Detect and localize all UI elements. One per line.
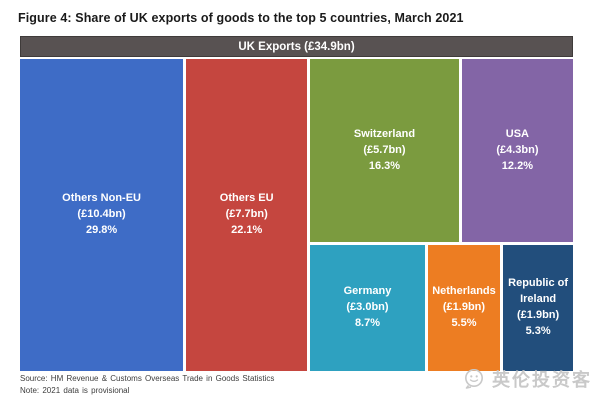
treemap-chart: UK Exports (£34.9bn) Others Non-EU (£10.… (20, 36, 574, 371)
segment-label: Switzerland (£5.7bn) 16.3% (350, 127, 419, 175)
chart-title: Figure 4: Share of UK exports of goods t… (18, 11, 464, 25)
segment-value: (£3.0bn) (346, 301, 389, 314)
segment-label: Republic of Ireland (£1.9bn) 5.3% (503, 276, 573, 340)
segment-percent: 5.3% (525, 325, 551, 338)
watermark: 英伦投资客 (463, 366, 592, 392)
segment-name: Netherlands (432, 285, 496, 298)
segment-value: (£1.9bn) (517, 309, 560, 322)
segment-percent: 12.2% (501, 159, 533, 172)
segment-label: Germany (£3.0bn) 8.7% (340, 284, 396, 332)
source-note: Source: HM Revenue & Customs Overseas Tr… (20, 374, 275, 383)
treemap-cell-others-eu: Others EU (£7.7bn) 22.1% (186, 59, 308, 371)
treemap-right-section: Switzerland (£5.7bn) 16.3% USA (£4.3bn) … (310, 59, 574, 371)
segment-value: (£4.3bn) (496, 143, 539, 156)
segment-name: Republic of Ireland (508, 277, 569, 306)
treemap-root-header: UK Exports (£34.9bn) (20, 36, 573, 57)
treemap-cell-germany: Germany (£3.0bn) 8.7% (310, 245, 425, 371)
segment-label: Others EU (£7.7bn) 22.1% (216, 191, 278, 239)
treemap-cell-netherlands: Netherlands (£1.9bn) 5.5% (427, 245, 501, 371)
segment-label: Netherlands (£1.9bn) 5.5% (428, 284, 500, 332)
segment-name: Others Non-EU (62, 192, 141, 205)
segment-name: USA (505, 127, 530, 140)
segment-value: (£1.9bn) (442, 301, 486, 314)
segment-name: Others EU (219, 192, 274, 205)
segment-percent: 8.7% (354, 317, 381, 330)
provisional-note: Note: 2021 data is provisional (20, 385, 130, 395)
segment-percent: 22.1% (231, 223, 263, 236)
segment-percent: 5.5% (451, 317, 477, 330)
wechat-icon (463, 367, 487, 391)
footer: Source: HM Revenue & Customs Overseas Tr… (20, 373, 274, 396)
segment-percent: 16.3% (368, 159, 401, 172)
treemap-cell-others-non-eu: Others Non-EU (£10.4bn) 29.8% (20, 59, 184, 371)
segment-label: Others Non-EU (£10.4bn) 29.8% (58, 191, 145, 239)
treemap-right-bottom-row: Germany (£3.0bn) 8.7% Netherlands (£1.9b… (310, 245, 573, 371)
segment-name: Switzerland (353, 127, 416, 140)
watermark-text: 英伦投资客 (492, 370, 592, 390)
treemap-cell-switzerland: Switzerland (£5.7bn) 16.3% (310, 59, 459, 243)
treemap: Others Non-EU (£10.4bn) 29.8% Others EU … (20, 59, 574, 371)
segment-value: (£5.7bn) (363, 143, 406, 156)
treemap-cell-usa: USA (£4.3bn) 12.2% (461, 59, 574, 243)
segment-name: Germany (343, 285, 392, 298)
segment-value: (£10.4bn) (77, 208, 126, 221)
segment-percent: 29.8% (85, 223, 118, 236)
segment-value: (£7.7bn) (225, 208, 268, 221)
treemap-cell-republic-of-ireland: Republic of Ireland (£1.9bn) 5.3% (503, 245, 573, 371)
treemap-right-top-row: Switzerland (£5.7bn) 16.3% USA (£4.3bn) … (310, 59, 574, 243)
segment-label: USA (£4.3bn) 12.2% (492, 127, 542, 175)
